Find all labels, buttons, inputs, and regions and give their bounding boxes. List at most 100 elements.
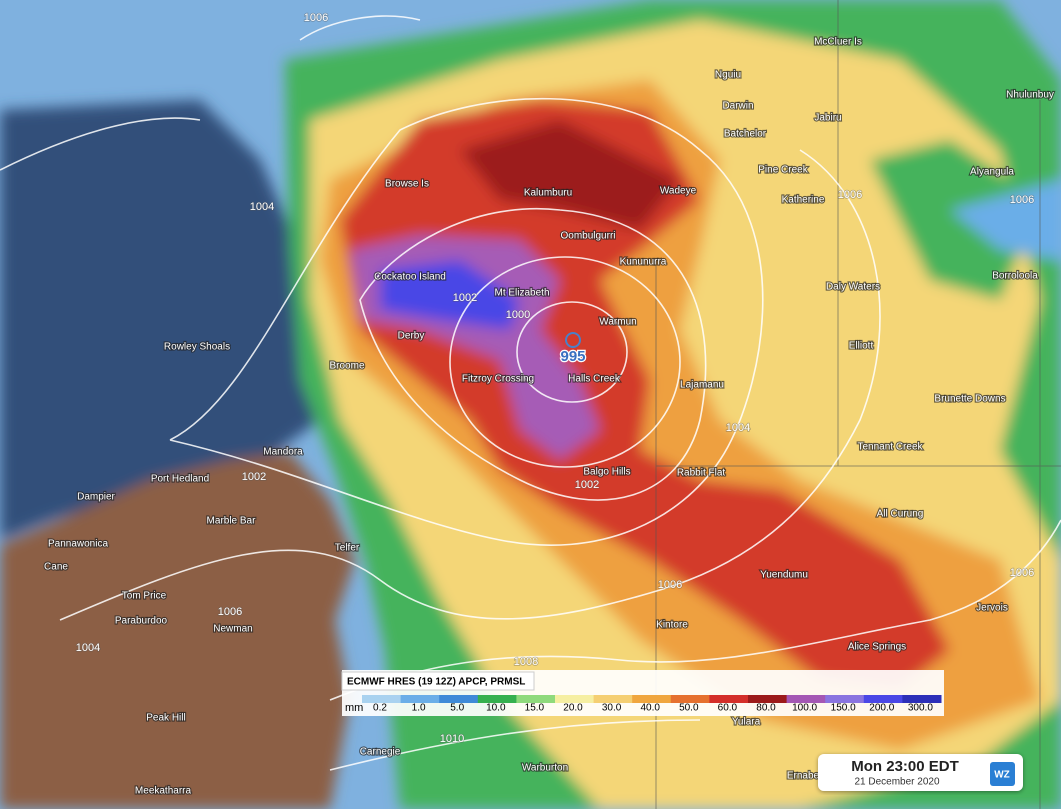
legend-label: 150.0 [831,703,856,714]
borders [655,0,1061,809]
logo-bg [990,762,1015,786]
place-label: Newman [213,624,252,635]
place-label: Wadeye [660,186,697,197]
place-label: Elliott [849,341,874,352]
place-label: Borroloola [992,271,1038,282]
isobar-label: 1004 [250,201,274,213]
legend-label: 40.0 [640,703,660,714]
legend-label: 10.0 [486,703,506,714]
time-box-bg [818,754,1023,791]
logo: WZ [994,770,1010,781]
place-label: Darwin [722,101,753,112]
isobar-label: 1008 [514,656,538,668]
low-center [565,332,581,348]
legend-swatch [825,695,865,703]
legend-swatch [516,695,556,703]
place-label: Pannawonica [48,539,108,550]
legend-swatch [670,695,710,703]
place-label: Kalumburu [524,188,572,199]
place-label: Tom Price [122,591,167,602]
place-label: Daly Waters [826,282,880,293]
legend-swatch [709,695,749,703]
legend-label: 5.0 [450,703,464,714]
place-label: Jabiru [814,113,841,124]
isobar-label: 1010 [440,733,464,745]
legend-label: 30.0 [602,703,622,714]
isobars [0,15,1061,771]
place-label: Kununurra [620,257,667,268]
legend-swatch [555,695,595,703]
place-label: Meekatharra [135,786,192,797]
isobar-label: 1004 [726,422,750,434]
low-pressure: 995 [560,348,585,365]
place-label: Kintore [656,620,688,631]
legend-label: 0.2 [373,703,387,714]
legend-label: 60.0 [718,703,738,714]
place-label: Browse Is [385,179,429,190]
place-label: Derby [398,331,425,342]
legend-label: 200.0 [869,703,894,714]
legend-label: 300.0 [908,703,933,714]
legend-title: ECMWF HRES (19 12Z) APCP, PRMSL [347,677,525,688]
legend-swatch [786,695,826,703]
legend-label: 50.0 [679,703,699,714]
place-label: Marble Bar [207,516,257,527]
place-label: Warburton [522,763,568,774]
legend-unit: mm [345,702,363,714]
place-label: Nhulunbuy [1006,90,1054,101]
isobar-labels: 1006 1004 1002 1000 1002 1002 1004 1006 1006 1004… [75,11,1035,746]
place-label: Alyangula [970,167,1014,178]
place-label: Rowley Shoals [164,342,230,353]
place-label: Peak Hill [146,713,185,724]
legend-swatch [439,695,479,703]
isobar-label: 1006 [1010,194,1034,206]
time-box [818,754,1023,791]
legend-swatch [863,695,903,703]
place-label: Telfer [335,543,360,554]
legend-swatch [748,695,788,703]
place-label: Alice Springs [848,642,906,653]
legend-swatch [902,695,942,703]
legend-label: 1.0 [412,703,426,714]
place-label: All Curung [877,509,924,520]
place-label: Fitzroy Crossing [462,374,534,385]
legend-swatch [400,695,440,703]
date: 21 December 2020 [854,777,939,788]
place-label: Oombulgurri [560,231,615,242]
isobar-label: 1006 [658,579,682,591]
place-label: Tennant Creek [857,442,923,453]
legend-swatch [362,695,402,703]
place-label: Mandora [263,447,303,458]
legend-label: 80.0 [756,703,776,714]
isobar-label: 1002 [453,292,477,304]
place-label: Lajamanu [680,380,724,391]
place-label: Yulara [732,717,761,728]
place-label: Rabbit Flat [677,468,726,479]
place-label: Broome [329,361,364,372]
legend-scale: 0.2 1.0 5.0 10.0 15.0 20.0 30.0 40.0 50.0 60.0 80.… [362,695,942,714]
legend-label: 20.0 [563,703,583,714]
isobar-label: 1006 [1010,567,1034,579]
isobar-label: 1002 [575,479,599,491]
place-label: Batchelor [724,129,767,140]
place-label: Paraburdoo [115,616,168,627]
place-label: Jervois [976,603,1008,614]
legend-swatch [477,695,517,703]
isobar-label: 1002 [242,471,266,483]
legend-label: 100.0 [792,703,817,714]
time: Mon 23:00 EDT [851,758,959,775]
isobar-label: 1006 [304,12,328,24]
place-label: Yuendumu [760,570,808,581]
place-label: Brunette Downs [934,394,1005,405]
place-label: Carnegie [360,747,401,758]
place-label: Pine Creek [758,165,808,176]
isobar-label: 1004 [76,642,100,654]
legend-swatch [593,695,633,703]
isobar-label: 1006 [838,189,862,201]
legend: ECMWF HRES (19 12Z) APCP, PRMSL mm 0.2 1.… [341,670,944,716]
place-label: Nguiu [715,70,741,81]
place-label: Balgo Hills [583,467,630,478]
legend-swatch [632,695,672,703]
